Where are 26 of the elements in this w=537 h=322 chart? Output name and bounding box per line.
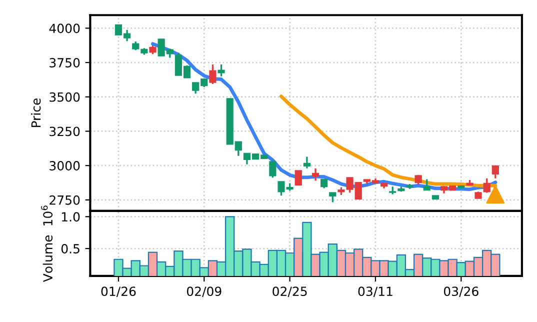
y-tick-label: 3500 <box>50 92 80 102</box>
y-axis-title: Volume 10$^{6}$ <box>41 206 53 282</box>
candlestick <box>414 174 422 186</box>
candlestick <box>312 167 320 182</box>
candlestick <box>492 165 499 180</box>
candlestick <box>218 64 225 78</box>
y-tick-label: 3750 <box>50 58 80 68</box>
y-tick-label: 4000 <box>49 24 80 34</box>
y-tick-label: 3250 <box>50 126 80 136</box>
y-tick-label: 2750 <box>50 195 80 205</box>
candlestick <box>209 64 216 85</box>
x-tick-label: 02/25 <box>272 286 307 298</box>
y-tick-label: 3000 <box>50 161 80 170</box>
candlestick <box>329 192 336 204</box>
candlestick <box>423 178 430 191</box>
x-tick-label: 02/09 <box>186 286 222 298</box>
candlestick <box>269 160 276 178</box>
y-tick-label: 0.5 <box>61 244 80 254</box>
x-tick-label: 03/11 <box>358 286 392 298</box>
candlestick <box>483 178 490 194</box>
x-tick-label: 03/26 <box>444 286 478 298</box>
x-tick-label: 01/26 <box>101 286 136 298</box>
candlestick <box>303 156 310 170</box>
y-axis-title: Price <box>31 98 41 128</box>
y-tick-label: 1.0 <box>62 212 80 222</box>
candlestick <box>294 170 302 186</box>
